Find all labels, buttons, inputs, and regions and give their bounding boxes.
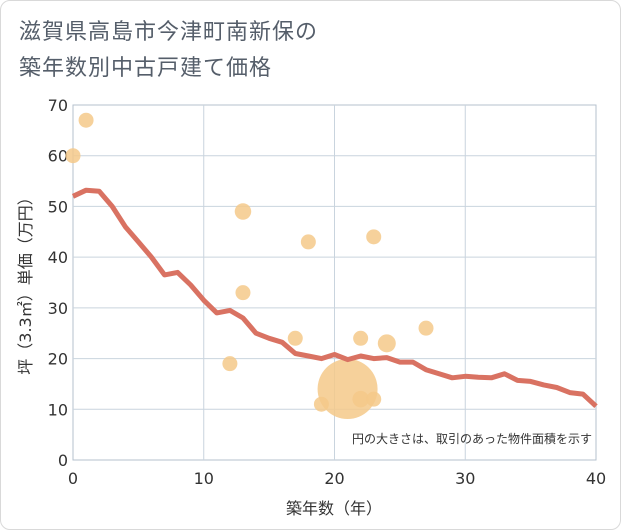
scatter-point-14 [418, 320, 434, 336]
scatter-point-4 [235, 285, 251, 301]
x-tick-labels: 0 10 20 30 40 [68, 469, 606, 488]
x-tick-10: 10 [194, 469, 214, 488]
x-tick-0: 0 [68, 469, 78, 488]
scatter-point-1 [78, 112, 94, 128]
y-tick-40: 40 [48, 248, 68, 267]
average-price-line [71, 187, 598, 409]
y-tick-20: 20 [48, 350, 68, 369]
average-line [71, 187, 598, 409]
grid-lines [73, 105, 596, 460]
x-tick-40: 40 [586, 469, 606, 488]
y-tick-30: 30 [48, 299, 68, 318]
chart-title-line-2: 築年数別中古戸建て価格 [19, 56, 273, 81]
scatter-point-0 [65, 148, 81, 164]
scatter-point-6 [300, 234, 316, 250]
x-tick-20: 20 [324, 469, 344, 488]
scatter-point-3 [234, 203, 252, 220]
chart-title-line-1: 滋賀県高島市今津町南新保の [19, 20, 319, 45]
y-tick-60: 60 [48, 147, 68, 166]
scatter-point-5 [287, 330, 303, 346]
y-tick-0: 0 [58, 451, 68, 470]
y-tick-50: 50 [48, 197, 68, 216]
scatter-points [65, 112, 434, 419]
size-note: 円の大きさは、取引のあった物件面積を示す [352, 431, 592, 446]
scatter-point-9 [353, 330, 369, 346]
scatter-point-10 [352, 390, 369, 408]
y-tick-labels: 0 10 20 30 40 50 60 70 [48, 96, 68, 470]
x-tick-30: 30 [455, 469, 475, 488]
y-tick-10: 10 [48, 400, 68, 419]
chart-title: 滋賀県高島市今津町南新保の 築年数別中古戸建て価格 [19, 15, 318, 87]
scatter-point-2 [222, 356, 238, 372]
scatter-point-13 [377, 334, 396, 353]
x-axis-label: 築年数（年） [286, 499, 382, 518]
scatter-point-12 [366, 391, 382, 407]
scatter-point-8 [317, 359, 378, 419]
scatter-point-11 [366, 229, 382, 245]
y-tick-70: 70 [48, 96, 68, 115]
y-axis-label: 坪（3.3㎡）単価（万円） [16, 189, 35, 374]
